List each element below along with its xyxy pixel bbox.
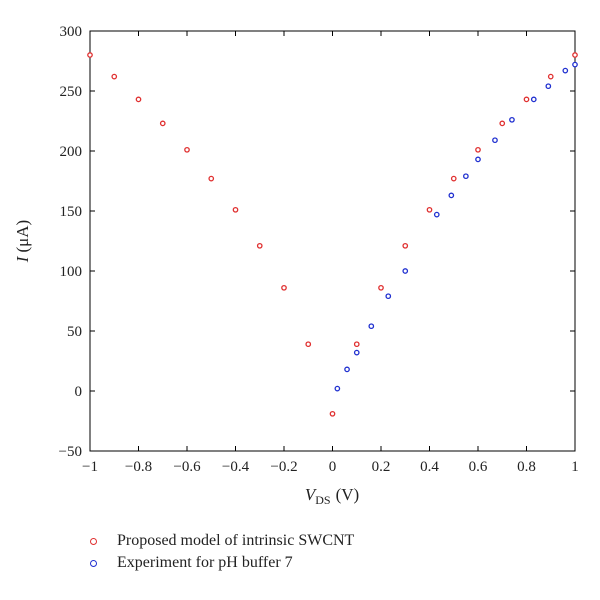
model-point <box>256 242 263 249</box>
model-point <box>281 284 287 291</box>
x-tick-label: −0.8 <box>125 459 152 475</box>
y-axis-title-unit: (μA) <box>13 220 32 253</box>
model-point <box>353 341 360 348</box>
model-point <box>402 242 409 249</box>
y-tick-label: 50 <box>67 324 82 340</box>
x-tick-label: 0.4 <box>420 459 439 475</box>
model-point <box>499 120 506 127</box>
model-point <box>329 410 336 417</box>
y-tick-label: 250 <box>60 84 83 100</box>
x-tick-label: −0.4 <box>222 459 250 475</box>
y-tick-label: 300 <box>60 24 83 40</box>
x-tick-label: 0.6 <box>469 459 488 475</box>
experiment-point <box>545 83 552 90</box>
plot-frame <box>89 30 576 452</box>
experiment-point <box>433 211 440 218</box>
x-axis-title: VDS (V) <box>305 485 359 507</box>
y-tick-label: −50 <box>59 444 82 460</box>
experiment-point <box>492 137 498 144</box>
experiment-point <box>562 67 569 74</box>
experiment-point <box>385 293 392 300</box>
model-point <box>426 206 433 213</box>
x-tick-label: 1 <box>571 459 579 475</box>
legend: Proposed model of intrinsic SWCNT Experi… <box>88 530 354 574</box>
model-point <box>111 73 118 80</box>
model-point <box>572 52 578 58</box>
experiment-point <box>344 366 350 373</box>
experiment-point <box>353 349 360 356</box>
legend-label-experiment: Experiment for pH buffer 7 <box>117 554 293 571</box>
x-axis-title-unit: (V) <box>336 485 360 504</box>
model-point <box>523 96 530 103</box>
y-axis-title: I (μA) <box>13 220 32 263</box>
x-tick-label: −0.2 <box>270 459 297 475</box>
data-points <box>87 52 578 417</box>
x-tick-label: 0 <box>329 459 337 475</box>
experiment-point <box>509 116 515 123</box>
legend-label-model: Proposed model of intrinsic SWCNT <box>117 532 355 549</box>
y-tick-label: 0 <box>75 384 83 400</box>
experiment-point <box>475 156 481 163</box>
model-point <box>305 341 312 348</box>
experiment-point <box>334 385 341 392</box>
y-tick-label: 200 <box>60 144 83 160</box>
experiment-point <box>402 268 409 274</box>
experiment-point <box>530 96 537 103</box>
model-point <box>87 52 93 58</box>
y-tick-label: 150 <box>60 204 83 220</box>
experiment-point <box>368 323 375 330</box>
model-point <box>547 73 554 80</box>
tick-labels: −1 −0.8 −0.6 −0.4 −0.2 0 0.2 0.4 0.6 0.8 1 −50 0 50 10… <box>59 24 579 475</box>
model-point <box>135 96 142 103</box>
x-tick-label: 0.8 <box>517 459 536 475</box>
x-tick-label: −0.6 <box>173 459 201 475</box>
experiment-point <box>448 192 455 199</box>
legend-marker-experiment <box>90 559 97 567</box>
experiment-point <box>572 61 578 68</box>
x-tick-label: 0.2 <box>372 459 391 475</box>
x-axis-title-sub: DS <box>315 493 330 507</box>
model-point <box>184 146 190 153</box>
model-point <box>378 284 384 291</box>
model-point <box>475 146 481 153</box>
x-axis-title-main: V <box>305 485 318 504</box>
y-tick-label: 100 <box>60 264 83 280</box>
ticks <box>89 30 576 452</box>
model-point <box>450 175 457 182</box>
legend-marker-model <box>90 537 97 545</box>
y-axis-title-main: I <box>13 255 32 263</box>
model-point <box>208 175 215 182</box>
model-point <box>159 120 166 127</box>
x-tick-label: −1 <box>82 459 98 475</box>
experiment-point <box>463 173 469 180</box>
legend-item-model: Proposed model of intrinsic SWCNT <box>88 530 354 552</box>
model-point <box>232 206 239 213</box>
legend-item-experiment: Experiment for pH buffer 7 <box>88 552 354 574</box>
